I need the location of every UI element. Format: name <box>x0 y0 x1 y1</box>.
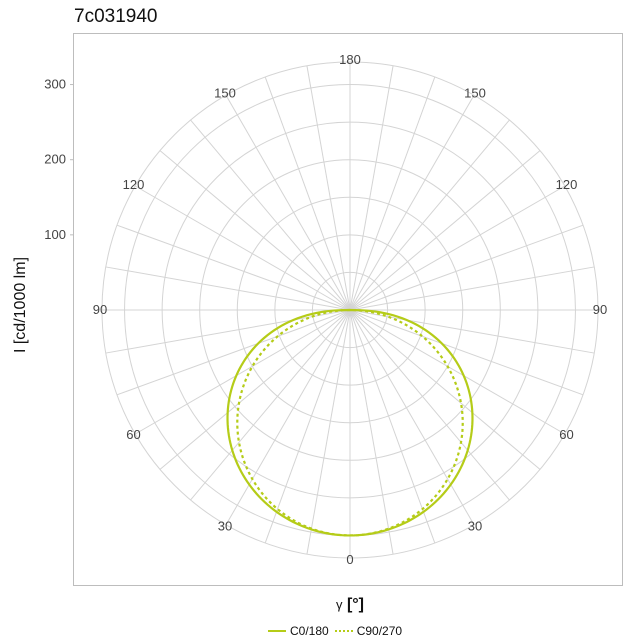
radial-tick-label: 300 <box>44 77 66 92</box>
angle-tick-label: 150 <box>464 85 486 100</box>
x-axis-unit: [°] <box>347 596 364 613</box>
angle-tick-label: 90 <box>593 302 607 317</box>
radial-tick-label: 100 <box>44 227 66 242</box>
legend-swatch-dotted <box>335 630 353 632</box>
angle-tick-label: 30 <box>218 519 232 534</box>
legend-label: C0/180 <box>290 624 329 638</box>
angle-tick-label: 150 <box>214 85 236 100</box>
x-axis-symbol: γ <box>336 597 343 612</box>
legend: C0/180 C90/270 <box>268 624 408 638</box>
angle-tick-label: 120 <box>123 177 145 192</box>
radial-tick-label: 200 <box>44 152 66 167</box>
angle-tick-label: 60 <box>126 427 140 442</box>
angle-tick-label: 30 <box>468 519 482 534</box>
x-axis-label: γ [°] <box>300 596 400 614</box>
legend-item-c0-180: C0/180 <box>268 624 329 638</box>
legend-item-c90-270: C90/270 <box>335 624 402 638</box>
legend-swatch-solid <box>268 630 286 632</box>
angle-tick-label: 90 <box>93 302 107 317</box>
angle-tick-label: 180 <box>339 52 361 67</box>
angle-tick-label: 60 <box>559 427 573 442</box>
angle-tick-label: 120 <box>556 177 578 192</box>
angle-tick-label: 0 <box>346 552 353 567</box>
legend-label: C90/270 <box>357 624 402 638</box>
y-axis-label: I [cd/1000 lm] <box>12 240 30 370</box>
